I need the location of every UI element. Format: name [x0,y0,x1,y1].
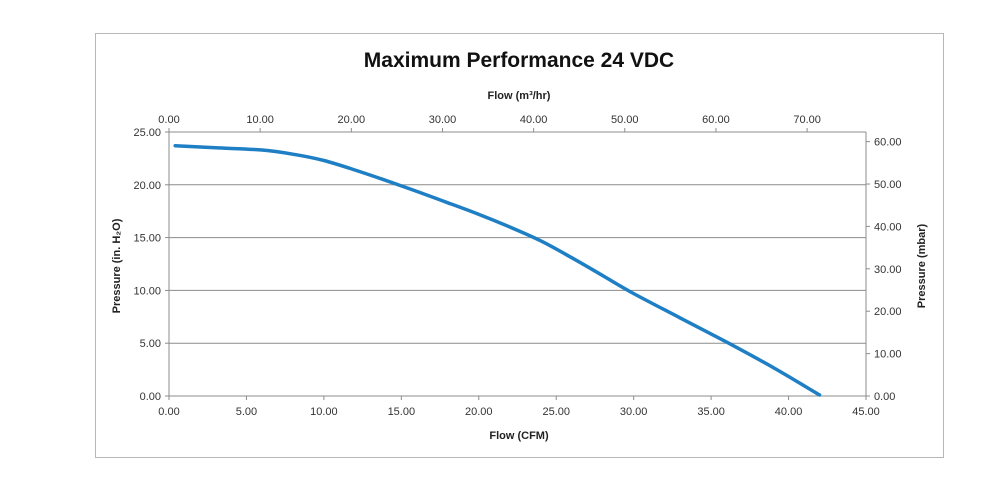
chart-frame: Maximum Performance 24 VDC Flow (m³/hr) … [95,33,944,458]
y2-tick-label-6: 60.00 [874,137,902,149]
x-tick-label-9: 45.00 [852,406,880,418]
x-tick-label-0: 0.00 [158,406,179,418]
axes-layer [168,131,867,397]
x-tick-label-5: 25.00 [542,406,570,418]
chart-title: Maximum Performance 24 VDC [364,49,674,72]
x2-tick-label-0: 0.00 [158,114,179,126]
x-tick-label-2: 10.00 [310,406,338,418]
x-tick-label-6: 30.00 [620,406,648,418]
left-axis-title: Pressure (in. H₂O) [111,218,123,313]
x2-tick-label-4: 40.00 [520,114,548,126]
x2-tick-label-3: 30.00 [429,114,457,126]
bottom-axis-title: Flow (CFM) [489,430,549,442]
y-tick-label-0: 0.00 [140,391,161,403]
x-tick-label-4: 20.00 [465,406,493,418]
y2-tick-label-4: 40.00 [874,221,902,233]
y2-tick-label-5: 50.00 [874,179,902,191]
y-tick-label-4: 20.00 [133,180,161,192]
x-tick-label-1: 5.00 [236,406,257,418]
y-tick-label-2: 10.00 [133,285,161,297]
series-line-0 [173,143,822,397]
x2-tick-label-5: 50.00 [611,114,639,126]
y-tick-label-5: 25.00 [133,127,161,139]
chart-svg: Maximum Performance 24 VDC Flow (m³/hr) … [111,49,928,442]
right-axis-title: Pressure (mbar) [916,223,928,308]
x2-tick-label-1: 10.00 [246,114,274,126]
x2-tick-label-6: 60.00 [702,114,730,126]
y2-tick-label-3: 30.00 [874,264,902,276]
y2-tick-label-2: 20.00 [874,306,902,318]
y2-tick-label-1: 10.00 [874,349,902,361]
x-tick-label-7: 35.00 [697,406,725,418]
x2-tick-label-7: 70.00 [793,114,821,126]
ticks-layer: 0.00 5.00 10.00 15.00 20.00 25.00 30.00 35.00 40… [133,114,901,418]
series-layer [173,143,822,397]
x-tick-label-8: 40.00 [775,406,803,418]
y-tick-label-3: 15.00 [133,233,161,245]
y2-tick-label-0: 0.00 [874,391,895,403]
top-axis-title: Flow (m³/hr) [488,90,551,102]
grid-layer [169,131,866,344]
y-tick-label-1: 5.00 [140,338,161,350]
x-tick-label-3: 15.00 [388,406,416,418]
x2-tick-label-2: 20.00 [338,114,366,126]
